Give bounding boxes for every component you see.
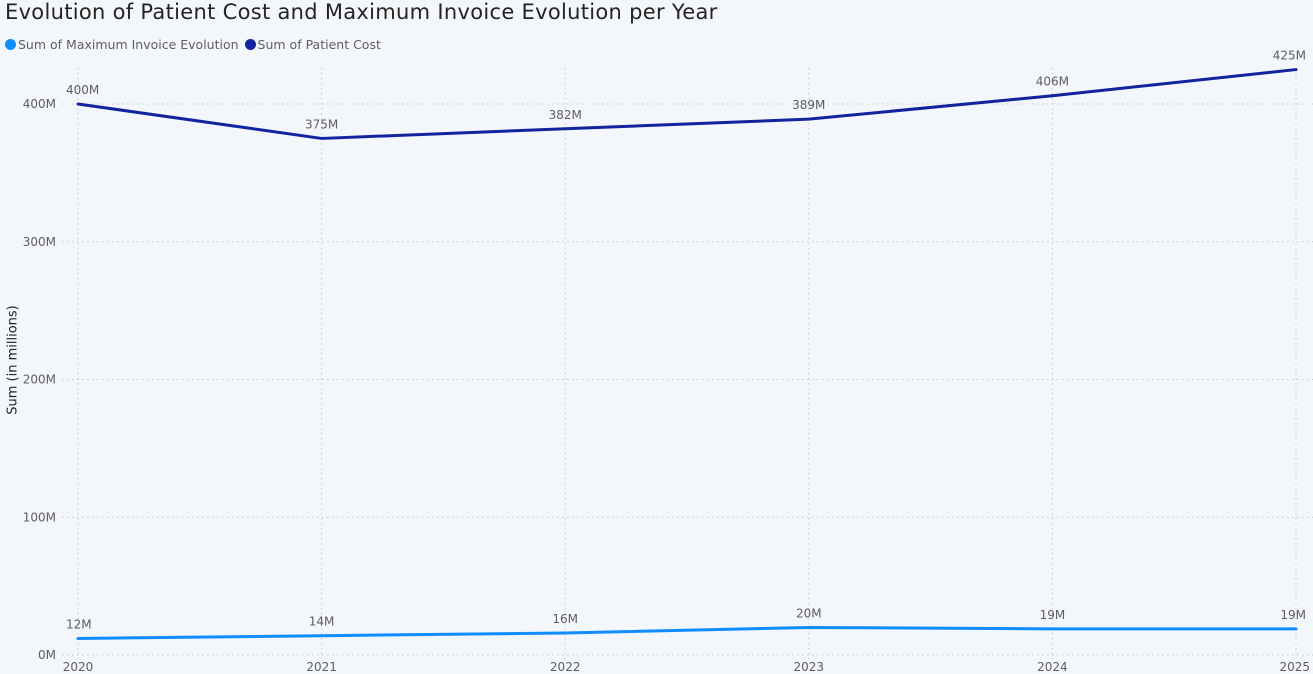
x-tick-label: 2020 [63, 660, 94, 674]
data-label: 425M [1273, 49, 1306, 63]
x-tick-label: 2022 [550, 660, 581, 674]
y-tick-label: 400M [23, 97, 56, 111]
data-label: 12M [66, 617, 92, 631]
y-tick-label: 0M [38, 648, 56, 662]
data-label: 375M [305, 117, 338, 131]
x-tick-label: 2023 [794, 660, 825, 674]
y-tick-label: 200M [23, 373, 56, 387]
legend: Sum of Maximum Invoice Evolution Sum of … [5, 37, 387, 52]
legend-label-max-invoice: Sum of Maximum Invoice Evolution [18, 37, 239, 52]
x-tick-label: 2021 [306, 660, 337, 674]
data-label: 14M [309, 615, 335, 629]
legend-item-max-invoice[interactable]: Sum of Maximum Invoice Evolution [5, 37, 239, 52]
series-line-max-invoice [76, 625, 1298, 640]
series-line-patient-cost [76, 68, 1298, 140]
legend-marker-patient-cost [244, 39, 256, 50]
data-label: 389M [792, 98, 825, 112]
y-tick-label: 300M [23, 235, 56, 249]
data-label: 20M [796, 606, 822, 620]
legend-marker-max-invoice [5, 39, 16, 50]
y-tick-label: 100M [23, 510, 56, 524]
data-label: 400M [66, 83, 99, 97]
x-tick-label: 2024 [1037, 660, 1068, 674]
data-label: 19M [1040, 608, 1066, 622]
chart-title: Evolution of Patient Cost and Maximum In… [5, 0, 718, 24]
legend-label-patient-cost: Sum of Patient Cost [257, 37, 381, 52]
x-tick-label: 2025 [1279, 660, 1310, 674]
data-label: 406M [1036, 75, 1069, 89]
data-label: 382M [549, 108, 582, 122]
data-label: 19M [1280, 608, 1306, 622]
data-label: 16M [552, 612, 578, 626]
legend-item-patient-cost[interactable]: Sum of Patient Cost [244, 37, 381, 52]
